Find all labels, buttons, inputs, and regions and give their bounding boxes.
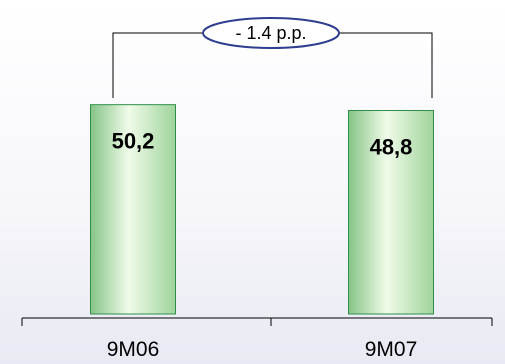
x-tick-label-9m07: 9M07: [365, 338, 418, 361]
bar-9m06: [90, 104, 176, 315]
bars: 50,2 48,8: [90, 104, 434, 315]
bar-9m07: [348, 110, 434, 315]
bar-value-label-9m06: 50,2: [112, 129, 155, 154]
bar-value-label-9m07: 48,8: [370, 135, 413, 160]
annotation-text: - 1.4 p.p.: [235, 23, 306, 43]
x-tick-label-9m06: 9M06: [107, 338, 160, 361]
annotation-ellipse: [202, 17, 340, 49]
